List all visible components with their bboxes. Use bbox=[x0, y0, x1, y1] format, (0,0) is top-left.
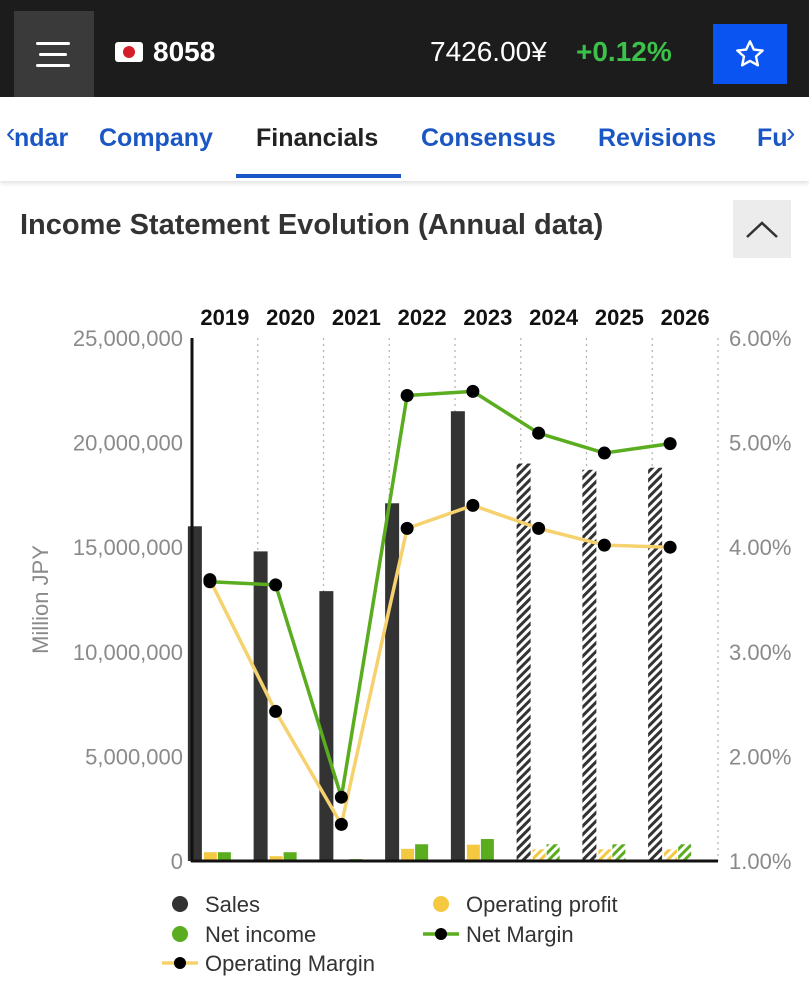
net-margin-point bbox=[269, 578, 283, 592]
net-margin-point bbox=[400, 389, 414, 403]
chevron-up-icon bbox=[746, 221, 778, 238]
y-axis-title: Million JPY bbox=[28, 545, 53, 654]
net-margin-point bbox=[466, 384, 480, 398]
bar-sales bbox=[187, 526, 202, 861]
operating-margin-point bbox=[532, 521, 546, 535]
legend-label: Operating profit bbox=[466, 892, 618, 917]
legend-label: Operating Margin bbox=[205, 951, 375, 976]
bar-sales bbox=[450, 411, 465, 861]
collapse-button[interactable] bbox=[733, 200, 791, 258]
bar-operating-profit bbox=[532, 849, 546, 861]
legend-marker bbox=[174, 957, 186, 969]
net-margin-point bbox=[532, 426, 546, 440]
net-margin-line bbox=[209, 389, 671, 799]
bar-sales bbox=[648, 467, 663, 861]
star-icon bbox=[736, 40, 764, 67]
bar-operating-profit bbox=[664, 849, 678, 861]
tab-company[interactable]: Company bbox=[99, 124, 213, 152]
legend-marker bbox=[433, 896, 449, 912]
tabs-scroll-left-icon[interactable]: ‹ bbox=[6, 117, 16, 148]
operating-margin-point bbox=[203, 573, 217, 587]
operating-margin-point bbox=[663, 540, 677, 554]
y-tick-label: 20,000,000 bbox=[73, 431, 183, 456]
net-margin-point bbox=[334, 790, 348, 804]
bar-net-income bbox=[678, 844, 692, 861]
legend-label: Sales bbox=[205, 892, 260, 917]
legend-label: Net Margin bbox=[466, 922, 574, 947]
y2-tick-label: 2.00% bbox=[729, 744, 791, 769]
bar-operating-profit bbox=[203, 852, 217, 861]
y-tick-label: 15,000,000 bbox=[73, 535, 183, 560]
operating-margin-point bbox=[466, 498, 480, 512]
bar-sales bbox=[385, 503, 400, 861]
y-tick-label: 25,000,000 bbox=[73, 326, 183, 351]
tab-consensus[interactable]: Consensus bbox=[421, 124, 556, 152]
bar-operating-profit bbox=[401, 848, 415, 861]
legend-marker bbox=[172, 926, 188, 942]
bar-net-income bbox=[546, 844, 560, 861]
menu-icon[interactable] bbox=[14, 11, 94, 97]
x-tick-label: 2022 bbox=[398, 305, 447, 330]
section-title: Income Statement Evolution (Annual data) bbox=[20, 209, 604, 241]
income-statement-chart: 0 5,000,000 10,000,000 15,000,000 20,000,000… bbox=[28, 305, 791, 976]
legend-label: Net income bbox=[205, 922, 316, 947]
tabs-scroll-right-icon[interactable]: › bbox=[786, 117, 796, 148]
y2-tick-label: 6.00% bbox=[729, 326, 791, 351]
x-tick-label: 2020 bbox=[266, 305, 315, 330]
legend-marker bbox=[172, 896, 188, 912]
price-change: +0.12% bbox=[576, 36, 672, 67]
bar-net-income bbox=[217, 852, 231, 861]
y-tick-label: 10,000,000 bbox=[73, 640, 183, 665]
bar-sales bbox=[319, 591, 334, 861]
bar-net-income bbox=[415, 844, 429, 861]
bar-operating-profit bbox=[598, 849, 612, 861]
bar-sales bbox=[253, 551, 268, 861]
bar-net-income bbox=[283, 852, 297, 861]
tab-calendar[interactable]: ndar bbox=[14, 124, 69, 152]
operating-margin-line bbox=[208, 503, 671, 827]
x-tick-label: 2019 bbox=[200, 305, 249, 330]
bar-sales bbox=[582, 469, 597, 861]
bar-operating-profit bbox=[269, 856, 283, 861]
bar-net-income bbox=[480, 839, 494, 861]
operating-margin-point bbox=[269, 704, 283, 718]
x-tick-label: 2026 bbox=[661, 305, 710, 330]
tab-revisions[interactable]: Revisions bbox=[598, 124, 717, 152]
y-tick-label: 0 bbox=[171, 849, 183, 874]
x-tick-label: 2025 bbox=[595, 305, 644, 330]
favorite-button[interactable] bbox=[713, 24, 787, 84]
tab-more[interactable]: Fu bbox=[757, 124, 788, 152]
top-bar: 8058 7426.00¥ +0.12% bbox=[0, 0, 809, 97]
bar-sales bbox=[516, 463, 531, 861]
net-margin-point bbox=[597, 446, 611, 460]
y2-tick-label: 1.00% bbox=[729, 849, 791, 874]
y2-tick-label: 4.00% bbox=[729, 535, 791, 560]
japan-flag-icon bbox=[115, 42, 143, 62]
net-margin-point bbox=[663, 437, 677, 451]
section-tabs: ‹ ndar Company Financials Consensus Revi… bbox=[0, 97, 809, 181]
ticker-symbol: 8058 bbox=[153, 36, 216, 67]
x-tick-label: 2023 bbox=[463, 305, 512, 330]
y2-tick-label: 5.00% bbox=[729, 431, 791, 456]
operating-margin-point bbox=[334, 817, 348, 831]
y-tick-label: 5,000,000 bbox=[85, 744, 183, 769]
y2-tick-label: 3.00% bbox=[729, 640, 791, 665]
bar-net-income bbox=[612, 844, 626, 861]
active-tab-indicator bbox=[236, 174, 401, 178]
x-tick-label: 2024 bbox=[529, 305, 579, 330]
stock-price: 7426.00¥ bbox=[430, 36, 547, 67]
tab-financials[interactable]: Financials bbox=[256, 124, 379, 152]
x-tick-label: 2021 bbox=[332, 305, 381, 330]
operating-margin-point bbox=[597, 538, 611, 552]
bar-operating-profit bbox=[466, 844, 480, 861]
legend-marker bbox=[435, 928, 447, 940]
operating-margin-point bbox=[400, 521, 414, 535]
